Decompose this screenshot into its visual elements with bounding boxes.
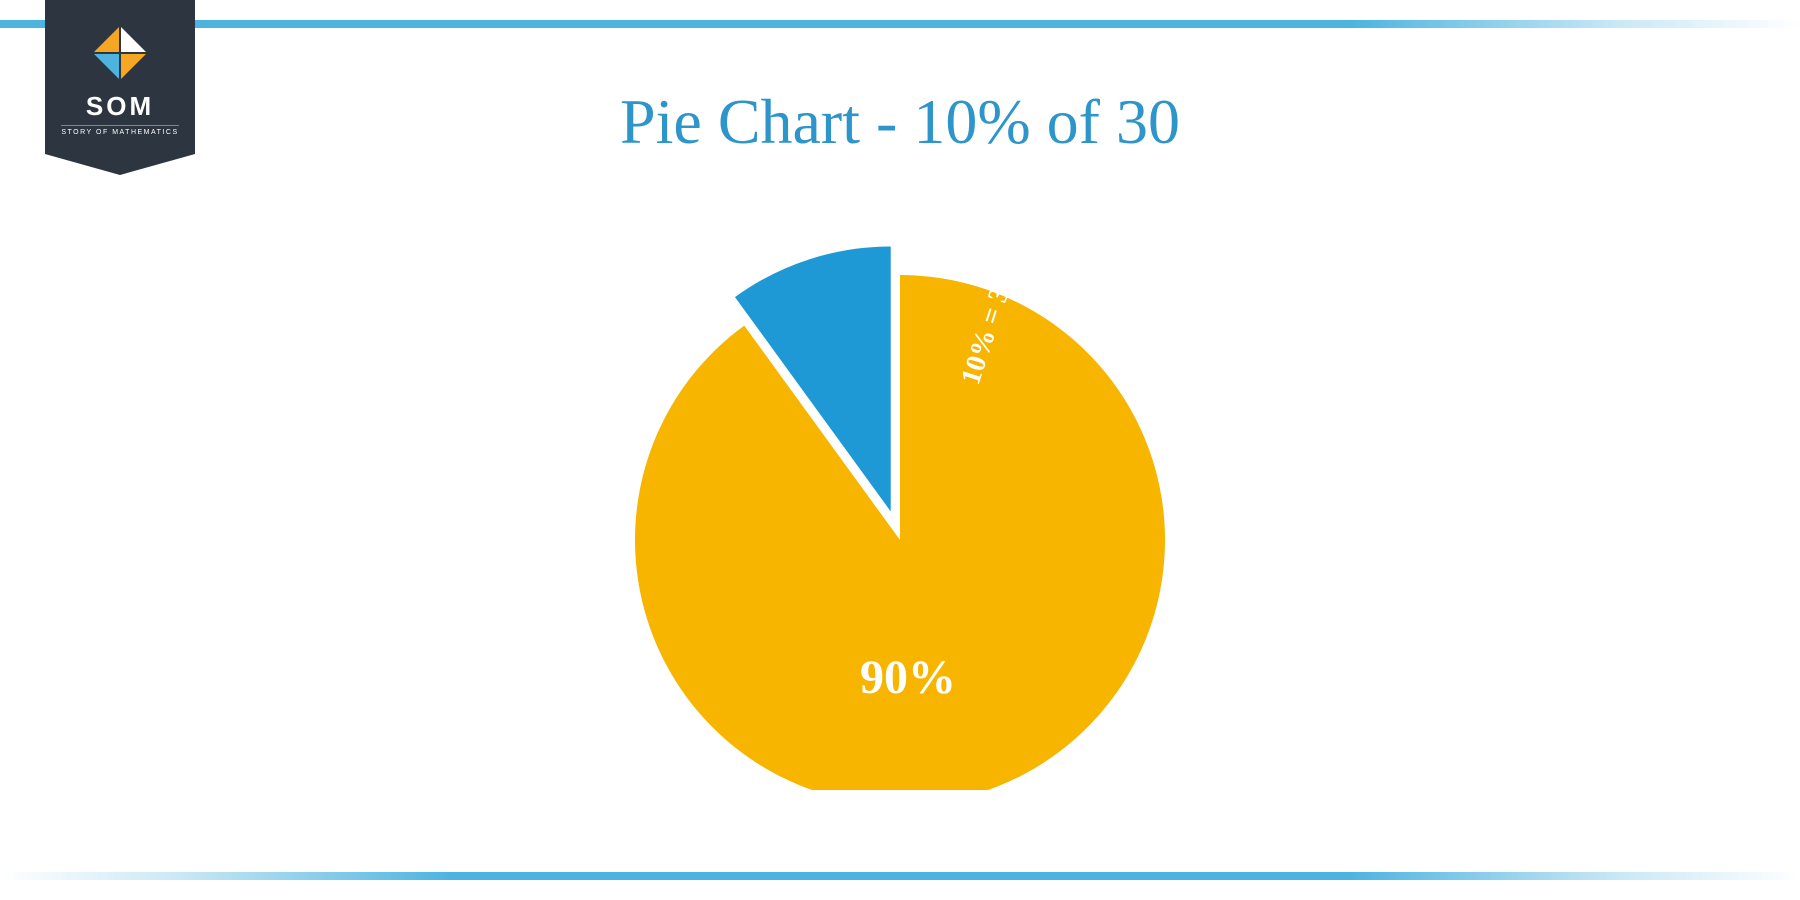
logo-subtext: STORY OF MATHEMATICS [61, 125, 178, 136]
chart-title: Pie Chart - 10% of 30 [620, 85, 1180, 159]
logo-icon [94, 27, 146, 79]
logo-text: SOM [86, 91, 154, 122]
slice-label-main: 90% [860, 650, 956, 705]
logo-badge: SOM STORY OF MATHEMATICS [45, 0, 195, 175]
pie-slice [635, 275, 1165, 790]
pie-chart: 90% 10% = 3 [610, 210, 1190, 790]
top-accent-bar [0, 20, 1800, 28]
bottom-accent-bar [0, 872, 1800, 880]
